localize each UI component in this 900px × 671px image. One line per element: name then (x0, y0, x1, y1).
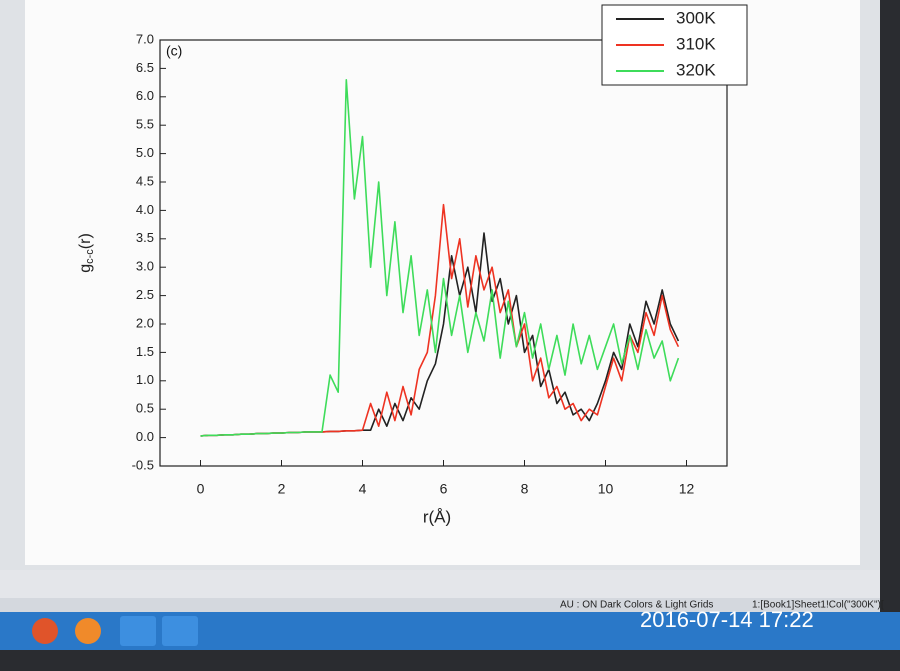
timestamp: 2016-07-14 17:22 (640, 607, 814, 632)
legend-label: 310K (676, 34, 716, 53)
x-tick-label: 0 (197, 481, 205, 497)
y-axis-title-tail: (r) (77, 233, 94, 249)
y-tick-label: 6.5 (136, 60, 154, 75)
y-tick-label: 0.5 (136, 401, 154, 416)
task-icon[interactable] (120, 616, 156, 646)
x-tick-label: 2 (278, 481, 286, 497)
x-tick-label: 12 (679, 481, 695, 497)
y-tick-label: 1.5 (136, 344, 154, 359)
y-tick-label: 5.0 (136, 145, 154, 160)
status-text: AU : ON Dark Colors & Light Grids (560, 600, 713, 611)
y-tick-label: 2.5 (136, 287, 154, 302)
status-text: 1:[Book1]Sheet1!Col("300K")[ (752, 600, 884, 611)
legend-label: 300K (676, 8, 716, 27)
y-tick-label: 0.0 (136, 429, 154, 444)
x-tick-label: 8 (521, 481, 529, 497)
task-icon[interactable] (32, 618, 58, 644)
x-axis-title: r(Å) (423, 507, 451, 526)
y-tick-label: 6.0 (136, 88, 154, 103)
y-tick-label: 2.0 (136, 315, 154, 330)
y-tick-label: 1.0 (136, 372, 154, 387)
y-tick-label: -0.5 (132, 457, 154, 472)
x-tick-label: 10 (598, 481, 614, 497)
x-tick-label: 4 (359, 481, 367, 497)
toolbar (0, 570, 880, 598)
task-icon[interactable] (75, 618, 101, 644)
panel-label: (c) (166, 43, 182, 59)
y-axis-title-sub: c-c (84, 249, 96, 264)
y-tick-label: 4.0 (136, 202, 154, 217)
y-tick-label: 5.5 (136, 117, 154, 132)
y-tick-label: 3.5 (136, 230, 154, 245)
y-axis-title: gc-c(r) (77, 233, 96, 273)
y-axis-title-main: g (77, 264, 94, 273)
legend-label: 320K (676, 60, 716, 79)
task-icon[interactable] (162, 616, 198, 646)
series-line (200, 79, 680, 437)
y-tick-label: 4.5 (136, 173, 154, 188)
y-tick-label: 3.0 (136, 259, 154, 274)
x-tick-label: 6 (440, 481, 448, 497)
status-bar (0, 598, 880, 612)
y-tick-label: 7.0 (136, 31, 154, 46)
